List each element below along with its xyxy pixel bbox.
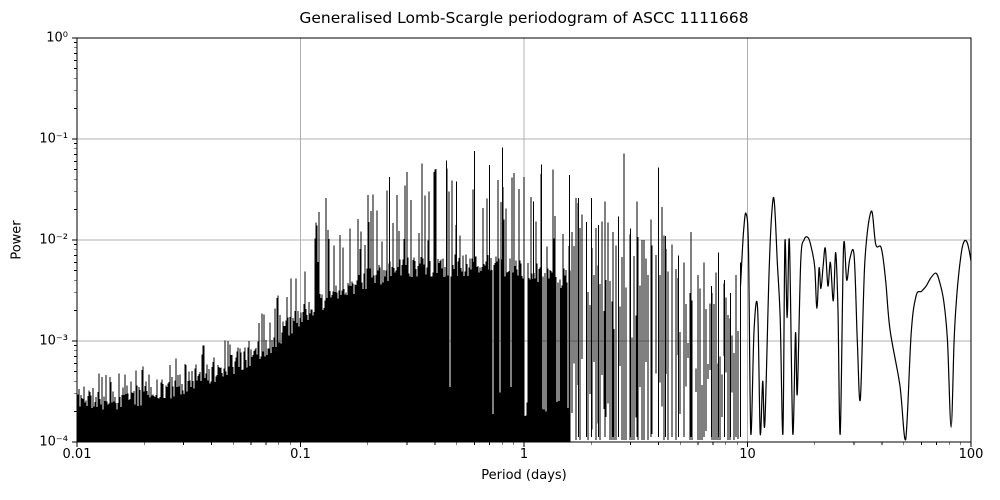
chart-title: Generalised Lomb-Scargle periodogram of … xyxy=(299,9,749,27)
y-tick-label-1e-1: 10⁻¹ xyxy=(39,131,68,147)
y-axis-label: Power xyxy=(9,220,25,260)
y-tick-label-1e-3: 10⁻³ xyxy=(39,333,68,349)
y-tick-label-1e-4: 10⁻⁴ xyxy=(39,434,68,450)
x-axis-label: Period (days) xyxy=(481,468,567,483)
x-tick-label-0.1: 0.1 xyxy=(290,447,311,462)
x-tick-label-1: 1 xyxy=(519,447,529,462)
x-tick-label-0.01: 0.01 xyxy=(62,447,92,462)
y-tick-label-1e-2: 10⁻² xyxy=(39,232,68,248)
y-tick-label-1e0: 10⁰ xyxy=(46,30,68,46)
x-tick-label-100: 100 xyxy=(958,447,984,462)
x-tick-label-10: 10 xyxy=(739,447,756,462)
